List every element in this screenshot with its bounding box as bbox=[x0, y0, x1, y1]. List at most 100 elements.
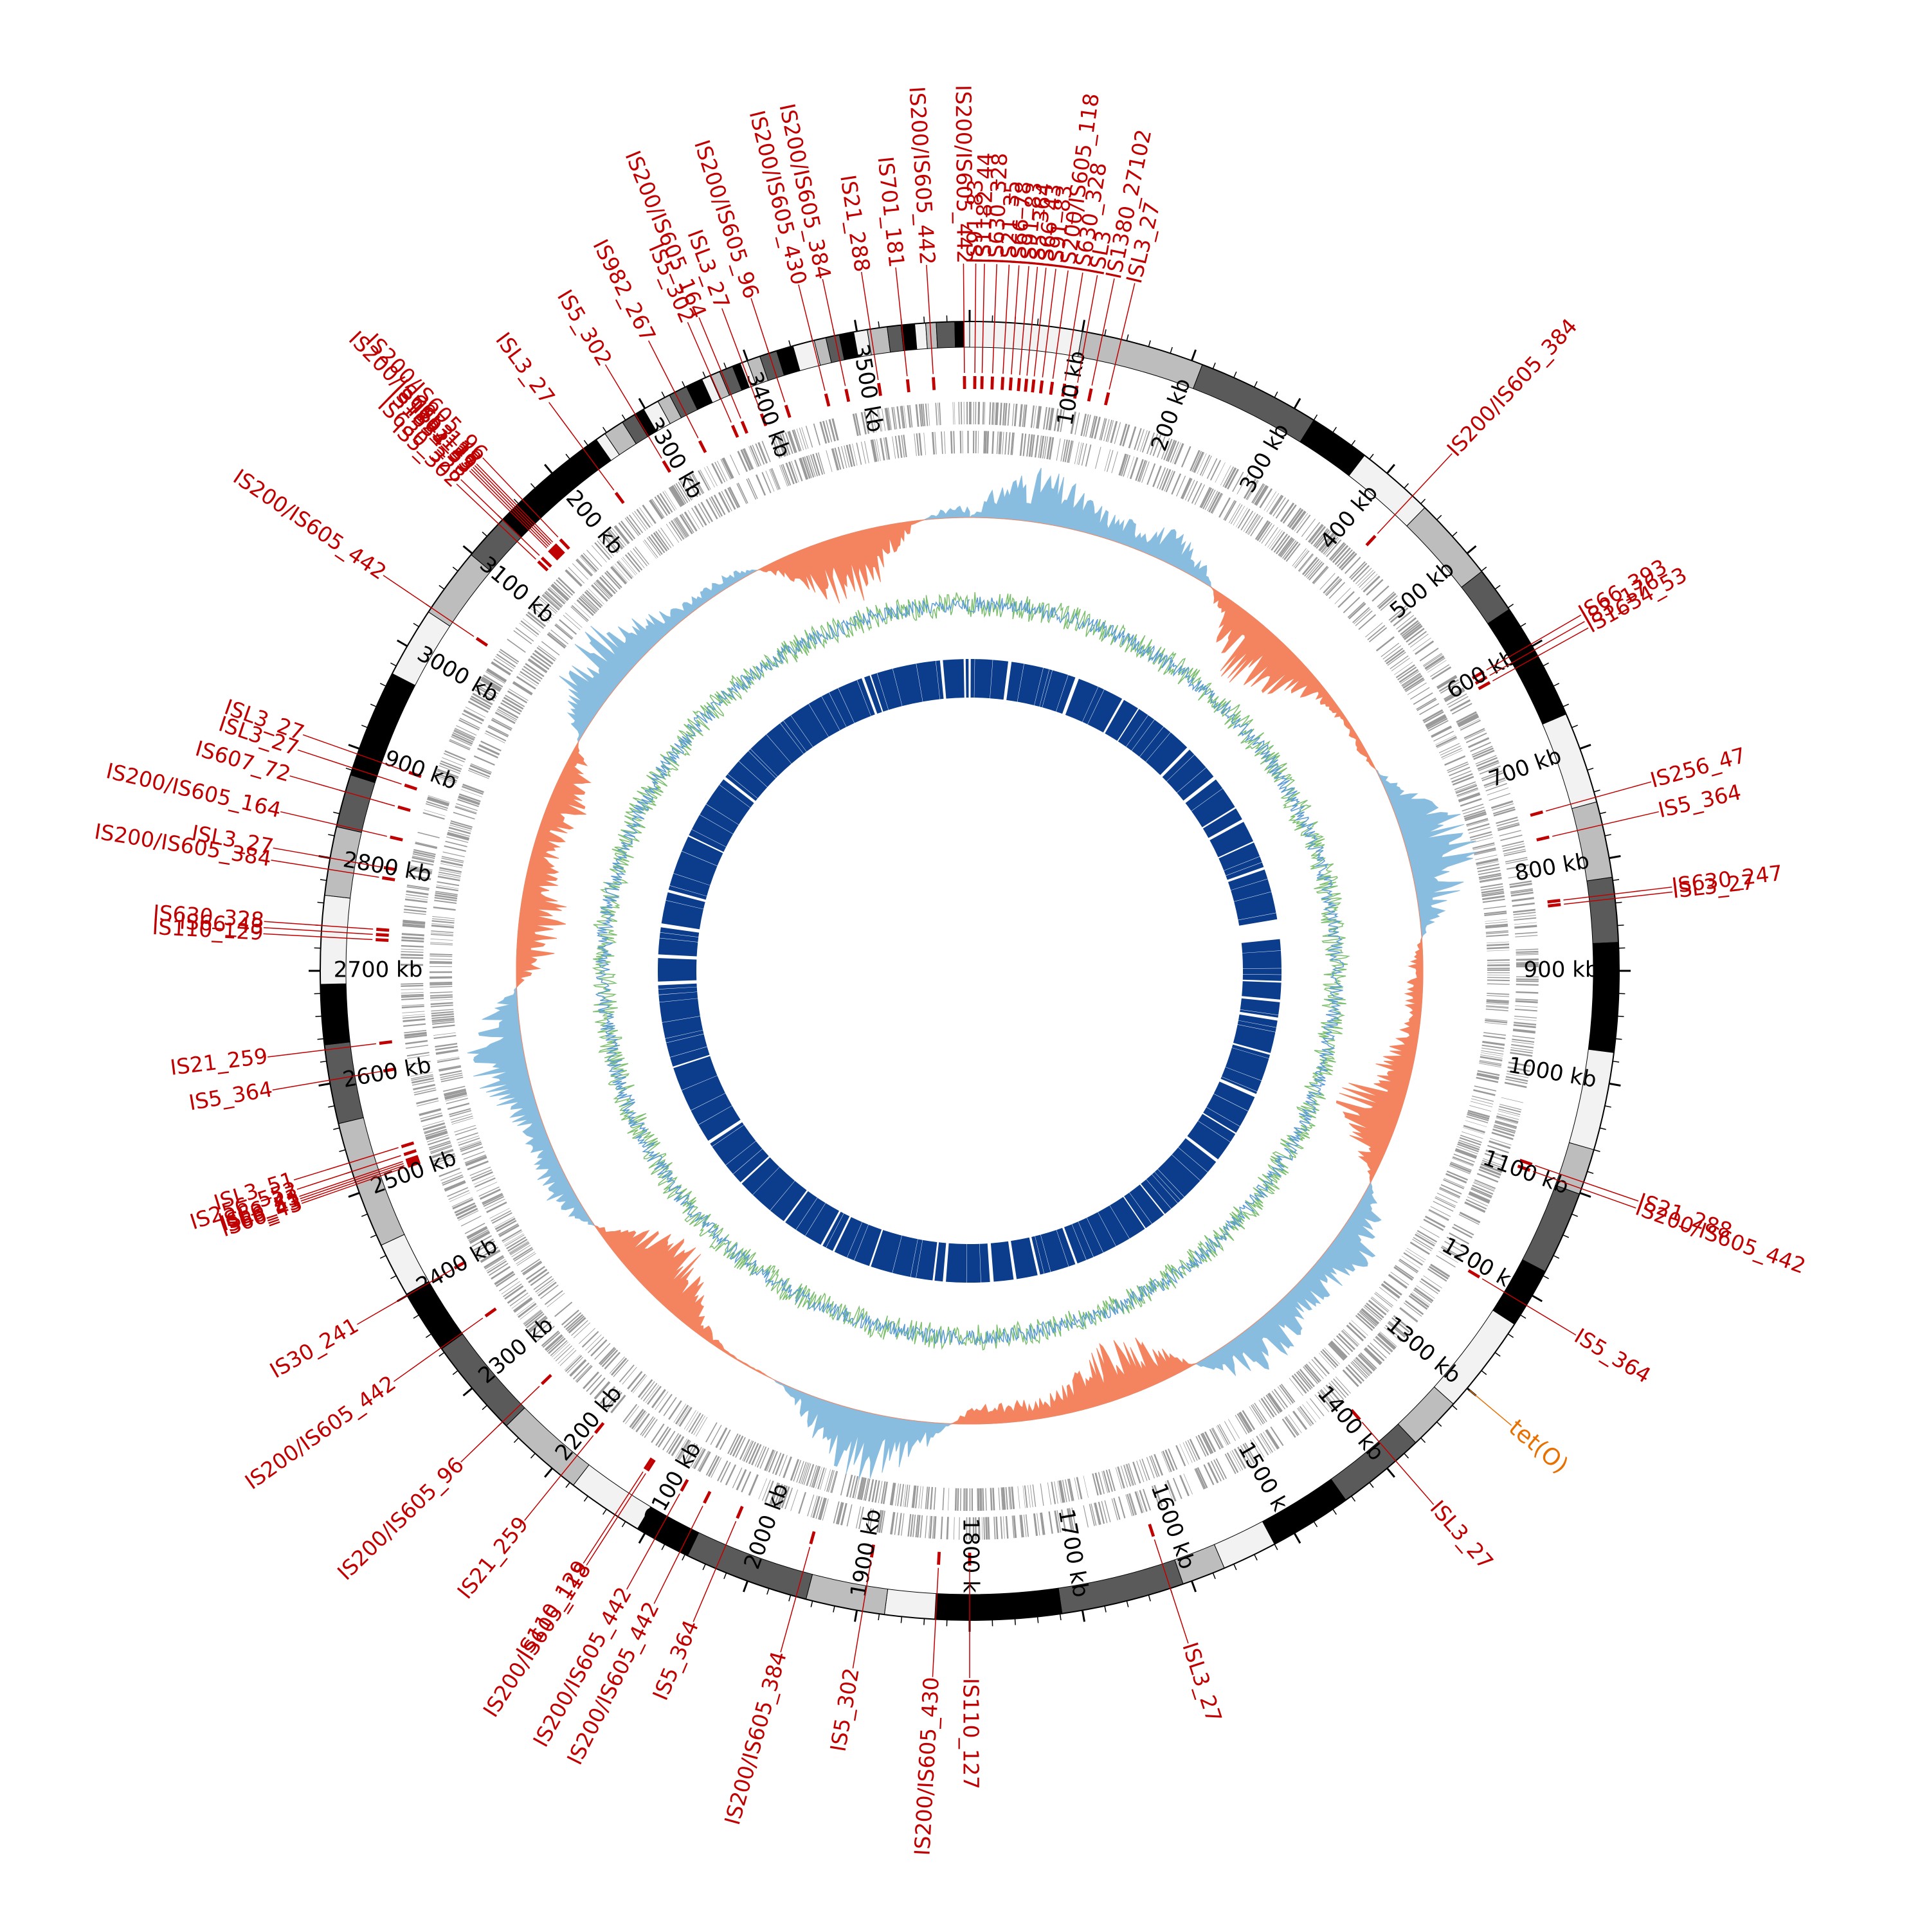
tick-label: 1400 kb bbox=[1312, 1381, 1390, 1466]
cds-mark bbox=[1291, 510, 1306, 530]
cds-mark bbox=[1516, 953, 1539, 955]
cds-mark bbox=[1429, 1266, 1449, 1279]
tick-label: 900 kb bbox=[1524, 957, 1599, 983]
cds-mark bbox=[1003, 1516, 1005, 1539]
cds-mark bbox=[1471, 1098, 1493, 1104]
minor-tick bbox=[1605, 835, 1611, 836]
is-element-label: IS200/IS605_442 bbox=[240, 1370, 401, 1494]
cds-mark bbox=[1485, 921, 1508, 924]
cds-mark bbox=[401, 939, 424, 943]
is-element-mark bbox=[1024, 379, 1028, 392]
major-tick bbox=[743, 1581, 747, 1592]
cds-mark bbox=[423, 812, 445, 820]
cds-mark bbox=[967, 431, 968, 453]
major-tick bbox=[545, 1468, 552, 1477]
cds-mark bbox=[1060, 439, 1065, 462]
cds-mark bbox=[1104, 449, 1110, 471]
minor-tick bbox=[1594, 1150, 1600, 1151]
cds-mark bbox=[770, 469, 779, 490]
is-element-mark bbox=[1530, 810, 1543, 817]
cds-mark bbox=[693, 1416, 705, 1435]
cds-mark bbox=[556, 579, 573, 596]
minor-tick bbox=[1314, 1522, 1317, 1527]
cds-mark bbox=[1224, 1421, 1236, 1441]
is-element-mark bbox=[1365, 535, 1376, 546]
cds-mark bbox=[1516, 991, 1538, 994]
cds-mark bbox=[1028, 1485, 1031, 1508]
tick-label: 600 kb bbox=[1442, 644, 1520, 704]
major-tick bbox=[855, 1611, 856, 1622]
cds-mark bbox=[1404, 1303, 1422, 1317]
cds-mark bbox=[1292, 1412, 1306, 1431]
major-tick bbox=[1294, 1533, 1300, 1544]
cds-mark bbox=[582, 1331, 599, 1348]
gc-skew-negative-area bbox=[516, 518, 1423, 1424]
minor-tick bbox=[318, 1039, 324, 1040]
is-element-mark bbox=[824, 393, 830, 407]
minor-tick bbox=[530, 483, 535, 488]
ortholog-block bbox=[1243, 968, 1281, 974]
cds-mark bbox=[430, 997, 453, 999]
ortholog-block bbox=[946, 1243, 966, 1283]
cds-mark bbox=[997, 431, 999, 454]
cds-mark bbox=[1314, 1357, 1330, 1375]
is-element-label: IS701_181 bbox=[873, 156, 910, 269]
cds-mark bbox=[404, 905, 427, 909]
minor-tick bbox=[1234, 372, 1236, 377]
minor-tick bbox=[1060, 1614, 1061, 1620]
minor-tick bbox=[1605, 1106, 1611, 1107]
is-element-mark bbox=[397, 806, 411, 812]
cds-mark bbox=[732, 1467, 743, 1488]
minor-tick bbox=[1352, 440, 1355, 446]
cds-mark bbox=[1464, 728, 1485, 739]
cds-mark bbox=[983, 402, 984, 424]
cds-mark bbox=[1183, 1474, 1192, 1495]
cds-mark bbox=[1516, 951, 1538, 953]
cds-mark bbox=[841, 446, 847, 468]
minor-tick bbox=[1600, 1128, 1606, 1129]
cds-mark bbox=[440, 860, 463, 867]
cds-mark bbox=[1459, 1214, 1480, 1225]
is-element-label-leader bbox=[1092, 278, 1114, 385]
cds-mark bbox=[485, 730, 506, 741]
cds-mark bbox=[438, 876, 460, 881]
is-element-mark bbox=[736, 1506, 743, 1519]
is-element-label: IS5_302 bbox=[552, 285, 617, 371]
ortholog-block bbox=[1242, 939, 1281, 953]
ortholog-block bbox=[974, 659, 993, 698]
cds-mark bbox=[1455, 1150, 1477, 1159]
cds-mark bbox=[1319, 573, 1335, 590]
cds-mark bbox=[1235, 1415, 1247, 1435]
cds-mark bbox=[975, 431, 977, 453]
tick-label: 2200 kb bbox=[550, 1381, 628, 1466]
minor-tick bbox=[514, 1438, 518, 1443]
is-element-mark bbox=[1049, 382, 1055, 395]
cds-mark bbox=[430, 991, 453, 993]
major-tick bbox=[1387, 1468, 1395, 1477]
cds-mark bbox=[1033, 1485, 1037, 1507]
cds-mark bbox=[1420, 1226, 1440, 1238]
cds-mark bbox=[1012, 404, 1015, 426]
is-element-mark bbox=[1536, 836, 1550, 842]
ortholog-block bbox=[970, 659, 974, 698]
minor-tick bbox=[584, 440, 588, 446]
cds-mark bbox=[491, 719, 512, 730]
ortholog-block bbox=[1242, 981, 1281, 1000]
cds-mark bbox=[619, 560, 633, 577]
cds-mark bbox=[738, 483, 748, 503]
cds-mark bbox=[500, 649, 519, 662]
cds-mark bbox=[1338, 1333, 1355, 1350]
ortholog-block bbox=[1242, 951, 1281, 968]
is-element-label: IS200/IS605_384 bbox=[1442, 314, 1582, 462]
cds-mark bbox=[928, 403, 930, 426]
cds-mark bbox=[1271, 1427, 1284, 1446]
minor-tick bbox=[724, 1573, 727, 1578]
cds-mark bbox=[1023, 433, 1027, 456]
minor-tick bbox=[1274, 392, 1278, 397]
tick-label: 1800 kb bbox=[958, 1518, 984, 1607]
cds-mark bbox=[941, 431, 943, 454]
cds-mark bbox=[1118, 1496, 1125, 1518]
cds-mark bbox=[986, 431, 989, 453]
cds-mark bbox=[1471, 837, 1493, 843]
